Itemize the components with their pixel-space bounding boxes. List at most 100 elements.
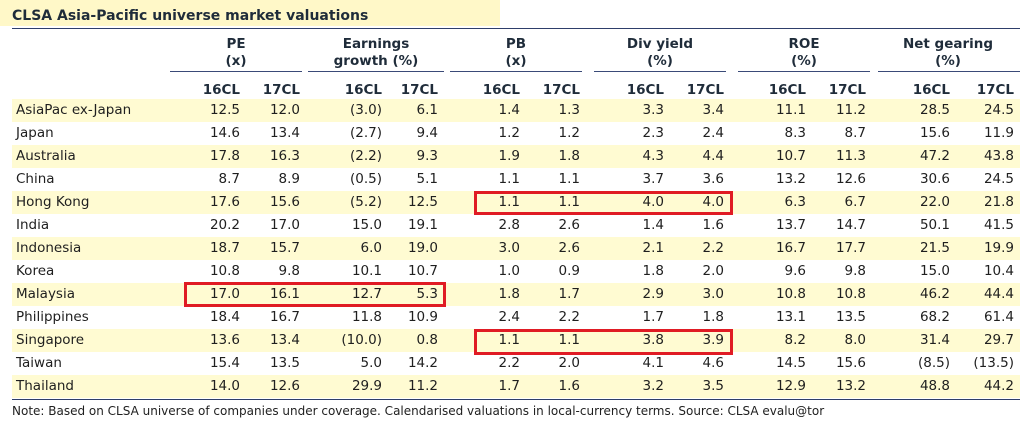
table-cell: 18.4 (209, 309, 240, 325)
table-cell: 21.5 (919, 240, 950, 256)
table-row: Philippines 18.4 16.7 11.8 10.9 2.4 2.2 1.7 1.8 1… (12, 306, 1020, 329)
table-cell: 10.8 (775, 286, 806, 302)
table-cell: 15.6 (835, 355, 866, 371)
table-cell: 16.7 (269, 309, 300, 325)
table-cell: 3.9 (702, 332, 724, 348)
table-cell: 46.2 (919, 286, 950, 302)
table-cell: 29.9 (351, 378, 382, 394)
table-cell: 19.0 (407, 240, 438, 256)
table-cell: 13.4 (269, 332, 300, 348)
table-cell: 4.0 (702, 194, 724, 210)
table-cell: 43.8 (983, 148, 1014, 164)
table-cell: 15.6 (919, 125, 950, 141)
table-cell: 8.9 (278, 171, 300, 187)
table-cell: 10.8 (835, 286, 866, 302)
sub-header-3: 17CL (400, 82, 438, 98)
table-row: Australia 17.8 16.3 (2.2) 9.3 1.9 1.8 4.3 4.4 10.… (12, 145, 1020, 168)
table-cell: 1.8 (702, 309, 724, 325)
table-cell: 2.6 (558, 240, 580, 256)
table-cell: 15.4 (209, 355, 240, 371)
table-cell: (0.5) (349, 171, 382, 187)
table-row: India 20.2 17.0 15.0 19.1 2.8 2.6 1.4 1.6 13.7 14.… (12, 214, 1020, 237)
top-rule (12, 28, 1020, 29)
table-cell: 15.0 (351, 217, 382, 233)
table-cell: 68.2 (919, 309, 950, 325)
table-cell: 1.9 (498, 148, 520, 164)
group-header-roe: ROE (%) (788, 36, 820, 69)
table-cell: 1.7 (558, 286, 580, 302)
table-cell: (8.5) (917, 355, 950, 371)
table-cell: 0.8 (416, 332, 438, 348)
row-label: AsiaPac ex-Japan (16, 102, 132, 118)
table-cell: 8.0 (844, 332, 866, 348)
sub-header-4: 16CL (482, 82, 520, 98)
highlight-box-hongkong-pb-divyield (474, 191, 733, 215)
row-label: Malaysia (16, 286, 75, 302)
table-cell: 3.5 (702, 378, 724, 394)
sub-header-2: 16CL (344, 82, 382, 98)
table-cell: 61.4 (983, 309, 1014, 325)
table-row: Hong Kong 17.6 15.6 (5.2) 12.5 1.1 1.1 4.0 4.0 6.… (12, 191, 1020, 214)
table-cell: 44.4 (983, 286, 1014, 302)
table-cell: 9.4 (416, 125, 438, 141)
table-cell: 11.9 (983, 125, 1014, 141)
table-cell: 17.7 (835, 240, 866, 256)
table-cell: 13.6 (209, 332, 240, 348)
table-cell: 3.8 (642, 332, 664, 348)
table-cell: 11.2 (835, 102, 866, 118)
table-cell: 13.4 (269, 125, 300, 141)
table-cell: 11.2 (407, 378, 438, 394)
table-cell: 15.0 (919, 263, 950, 279)
group-underline-pe (170, 71, 302, 72)
table-cell: 17.0 (269, 217, 300, 233)
sub-header-6: 16CL (626, 82, 664, 98)
sub-header-7: 17CL (686, 82, 724, 98)
table-cell: 18.7 (209, 240, 240, 256)
table-cell: (3.0) (349, 102, 382, 118)
footnote: Note: Based on CLSA universe of companie… (12, 404, 825, 418)
table-cell: 14.0 (209, 378, 240, 394)
table-cell: (10.0) (341, 332, 382, 348)
table-cell: 17.0 (209, 286, 240, 302)
table-cell: 3.6 (702, 171, 724, 187)
table-cell: 12.9 (775, 378, 806, 394)
table-cell: 11.1 (775, 102, 806, 118)
table-cell: 4.3 (642, 148, 664, 164)
table-cell: 10.9 (407, 309, 438, 325)
table-cell: 2.2 (558, 309, 580, 325)
table-cell: 12.0 (269, 102, 300, 118)
table-cell: 19.1 (407, 217, 438, 233)
group-header-net-gearing: Net gearing (%) (902, 36, 994, 69)
table-cell: 2.0 (702, 263, 724, 279)
table-cell: 1.8 (558, 148, 580, 164)
table-cell: 6.7 (844, 194, 866, 210)
table-cell: 10.7 (775, 148, 806, 164)
table-cell: 21.8 (983, 194, 1014, 210)
table-cell: 1.1 (558, 194, 580, 210)
table-row: Japan 14.6 13.4 (2.7) 9.4 1.2 1.2 2.3 2.4 8.3 8.7 1… (12, 122, 1020, 145)
sub-header-1: 17CL (262, 82, 300, 98)
table-cell: 3.7 (642, 171, 664, 187)
table-cell: 3.0 (702, 286, 724, 302)
bottom-rule (12, 399, 1020, 400)
table-row: Singapore 13.6 13.4 (10.0) 0.8 1.1 1.1 3.8 3.9 8.… (12, 329, 1020, 352)
table-cell: (13.5) (973, 355, 1014, 371)
table-cell: 1.7 (642, 309, 664, 325)
table-cell: 1.1 (498, 332, 520, 348)
table-cell: 48.8 (919, 378, 950, 394)
table-cell: 44.2 (983, 378, 1014, 394)
table-cell: 1.3 (558, 102, 580, 118)
table-cell: 10.4 (983, 263, 1014, 279)
table-row: Malaysia 17.0 16.1 12.7 5.3 1.8 1.7 2.9 3.0 10.8 1… (12, 283, 1020, 306)
table-cell: 8.2 (784, 332, 806, 348)
table-cell: 16.7 (775, 240, 806, 256)
group-underline-div-yield (594, 71, 726, 72)
table-cell: 10.7 (407, 263, 438, 279)
table-cell: 12.6 (835, 171, 866, 187)
table-cell: 6.1 (416, 102, 438, 118)
table-cell: 9.3 (416, 148, 438, 164)
table-cell: 15.6 (269, 194, 300, 210)
table-cell: 1.2 (498, 125, 520, 141)
row-label: Singapore (16, 332, 85, 348)
group-underline-roe (738, 71, 870, 72)
